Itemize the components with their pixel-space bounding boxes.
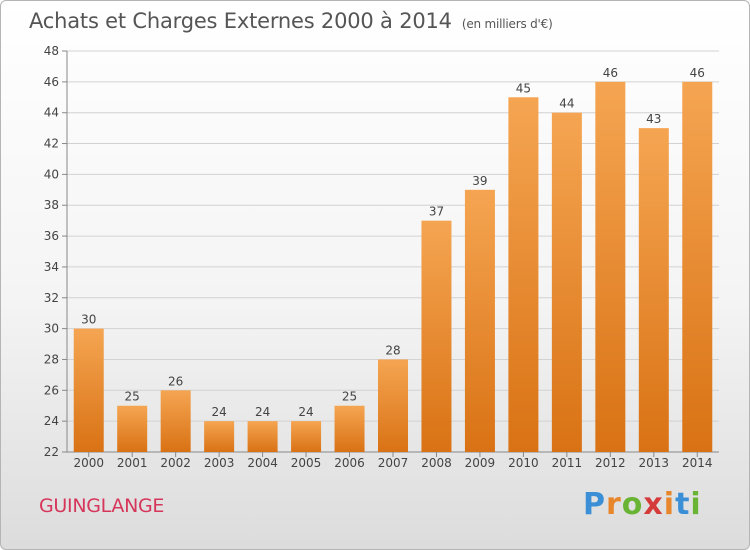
value-labels: 30 25 26 24 24 24 25 28 37 39 45 44 46 43 46 xyxy=(81,66,705,419)
chart-title-unit: (en milliers d'€) xyxy=(461,17,553,31)
y-tick-label: 30 xyxy=(44,322,59,336)
y-tick-label: 22 xyxy=(44,445,59,459)
value-label: 24 xyxy=(255,405,270,419)
value-label: 26 xyxy=(168,374,183,388)
x-tick-label: 2014 xyxy=(682,456,713,470)
y-tick-label: 40 xyxy=(44,167,59,181)
y-tick-labels: 22 24 26 28 30 32 34 36 38 40 42 44 46 48 xyxy=(44,44,59,459)
y-tick-label: 44 xyxy=(44,106,59,120)
x-tick-label: 2010 xyxy=(508,456,539,470)
value-label: 24 xyxy=(211,405,226,419)
y-tick-label: 46 xyxy=(44,75,59,89)
bar xyxy=(421,220,452,452)
logo-letter: t xyxy=(675,487,691,522)
x-tick-label: 2000 xyxy=(73,456,104,470)
proxiti-logo: Proxiti xyxy=(583,487,702,522)
x-tick-labels: 2000 2001 2002 2003 2004 2005 2006 2007 2008 2009… xyxy=(73,456,712,470)
bar xyxy=(378,359,408,452)
logo-letter: x xyxy=(643,487,664,522)
bars xyxy=(73,81,713,453)
value-label: 45 xyxy=(516,81,531,95)
x-tick-label: 2011 xyxy=(552,456,583,470)
y-tick-label: 28 xyxy=(44,352,59,366)
value-label: 30 xyxy=(81,313,96,327)
bar xyxy=(595,81,626,452)
value-label: 46 xyxy=(690,66,705,80)
bar xyxy=(638,128,669,452)
value-label: 25 xyxy=(342,390,357,404)
x-tick-label: 2002 xyxy=(160,456,191,470)
x-tick-label: 2009 xyxy=(465,456,496,470)
value-label: 24 xyxy=(298,405,313,419)
logo-letter: o xyxy=(621,487,644,522)
bar xyxy=(117,405,148,452)
x-tick-label: 2012 xyxy=(595,456,626,470)
bar xyxy=(291,421,322,452)
value-label: 39 xyxy=(472,174,487,188)
x-tick-label: 2004 xyxy=(247,456,278,470)
bar xyxy=(204,421,235,452)
x-tick-label: 2003 xyxy=(204,456,235,470)
bar xyxy=(551,112,582,452)
bar xyxy=(334,405,365,452)
y-tick-label: 48 xyxy=(44,44,59,58)
commune-name: GUINGLANGE xyxy=(39,495,165,517)
y-tick-label: 32 xyxy=(44,291,59,305)
x-tick-label: 2006 xyxy=(334,456,365,470)
value-label: 44 xyxy=(559,97,574,111)
x-tick-label: 2013 xyxy=(639,456,670,470)
y-tick-label: 38 xyxy=(44,198,59,212)
value-label: 25 xyxy=(125,390,140,404)
chart-title-text: Achats et Charges Externes 2000 à 2014 xyxy=(29,9,452,33)
bar xyxy=(682,81,713,452)
logo-letter: i xyxy=(663,487,676,522)
y-tick-label: 26 xyxy=(44,383,59,397)
x-tick-label: 2005 xyxy=(291,456,322,470)
y-tick-label: 34 xyxy=(44,260,59,274)
y-tick-label: 24 xyxy=(44,414,59,428)
bar xyxy=(160,390,191,452)
value-label: 37 xyxy=(429,205,444,219)
bar xyxy=(73,328,104,452)
x-tick-label: 2001 xyxy=(117,456,148,470)
logo-letter: i xyxy=(690,487,702,522)
bar xyxy=(508,97,539,453)
y-tick-label: 42 xyxy=(44,137,59,151)
bar xyxy=(247,421,278,452)
logo-letter: r xyxy=(606,487,622,522)
chart-title: Achats et Charges Externes 2000 à 2014 (e… xyxy=(29,9,553,33)
value-label: 46 xyxy=(603,66,618,80)
bar xyxy=(464,189,495,453)
value-label: 43 xyxy=(646,112,661,126)
x-tick-label: 2008 xyxy=(421,456,452,470)
logo-letter: P xyxy=(583,487,606,522)
x-tick-label: 2007 xyxy=(378,456,409,470)
y-tick-label: 36 xyxy=(44,229,59,243)
value-label: 28 xyxy=(385,343,400,357)
